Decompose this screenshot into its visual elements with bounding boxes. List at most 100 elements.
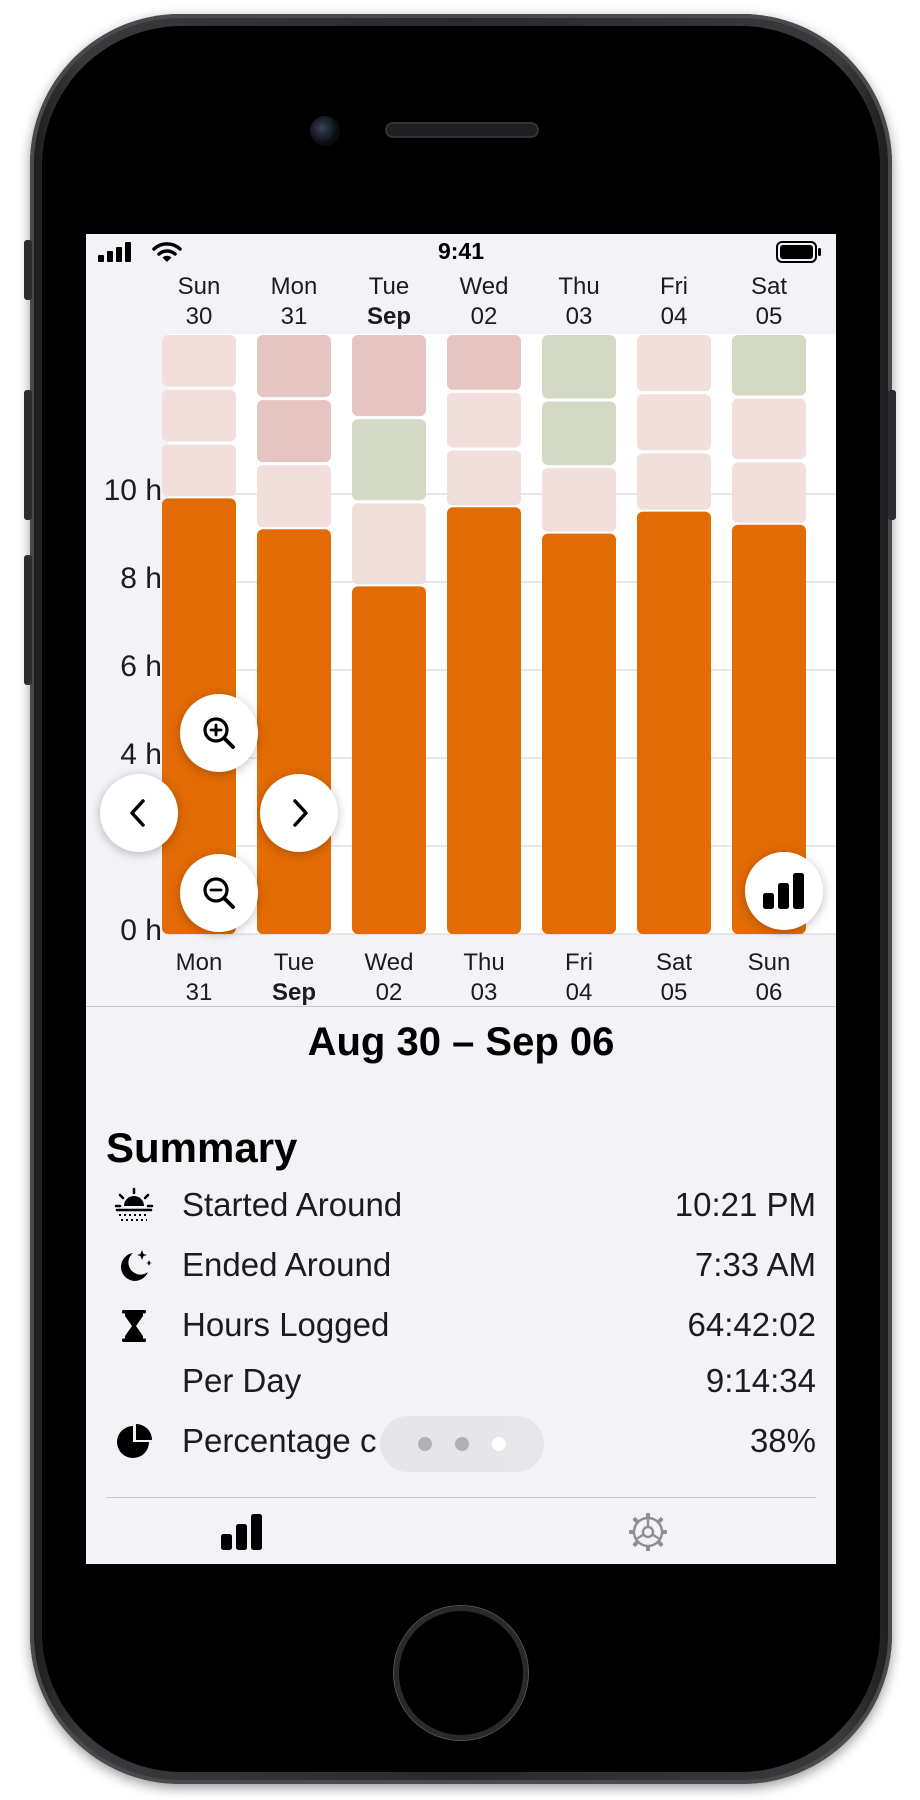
previous-week-button[interactable]	[100, 774, 178, 852]
weekday-name: Sun	[177, 273, 221, 300]
awake-segment	[732, 398, 806, 460]
earpiece-speaker	[385, 122, 539, 138]
bottom-day-label: Wed 02	[344, 948, 434, 1008]
y-tick-label: 4 h	[120, 738, 162, 771]
tab-settings[interactable]	[618, 1508, 678, 1556]
top-day-label: Wed 02	[439, 272, 529, 332]
awake-segment	[732, 462, 806, 523]
y-tick-label: 8 h	[120, 562, 162, 595]
weekday-name: Mon	[270, 273, 318, 300]
weekday-name: Thu	[463, 949, 505, 976]
power-button	[888, 390, 896, 520]
weekday-name: Thu	[558, 273, 600, 300]
zoom-out-button[interactable]	[180, 854, 258, 932]
awake-segment	[542, 335, 616, 399]
page-dot[interactable]	[418, 1437, 432, 1451]
bar-chart-icon	[221, 1514, 262, 1550]
day-number: 02	[375, 979, 403, 1006]
summary-label: Ended Around	[182, 1246, 392, 1283]
bar-chart-icon	[763, 873, 804, 909]
page-dot[interactable]	[455, 1437, 469, 1451]
y-tick-label: 10 h	[103, 474, 162, 507]
weekday-name: Tue	[273, 949, 315, 976]
awake-segment	[352, 419, 426, 501]
summary-label: Per Day	[182, 1362, 302, 1399]
weekday-name: Tue	[368, 273, 410, 300]
bottom-day-label: Mon 31	[154, 948, 244, 1008]
sleep-bar[interactable]	[257, 529, 331, 934]
pie-chart-icon	[117, 1424, 152, 1458]
summary-title: Summary	[106, 1124, 298, 1171]
summary-value: 9:14:34	[705, 1362, 816, 1399]
summary-row-started: Started Around 10:21 PM	[86, 1182, 836, 1230]
top-day-label: Sat 05	[724, 272, 814, 332]
weekday-name: Fri	[565, 949, 593, 976]
day-number: 04	[660, 303, 688, 330]
awake-segment	[637, 453, 711, 510]
day-number: 03	[565, 303, 593, 330]
tab-bar	[86, 1498, 836, 1564]
page-indicator[interactable]	[380, 1416, 544, 1472]
tabbar-divider	[106, 1497, 816, 1498]
tab-statistics[interactable]	[212, 1508, 272, 1556]
sleep-bar[interactable]	[637, 511, 711, 934]
awake-segment	[352, 335, 426, 417]
awake-segment	[257, 400, 331, 463]
sleep-bar[interactable]	[447, 507, 521, 934]
summary-row-percentage: Percentage c 38%	[86, 1418, 836, 1466]
front-camera	[310, 116, 340, 146]
screen: 9:41 Sun 30 Mon 31 Tue Sep Wed 02 Thu 03 Fri 04 Sat 0…	[86, 234, 836, 1564]
awake-segment	[162, 444, 236, 497]
page-dot-active[interactable]	[492, 1437, 506, 1451]
chart-mode-button[interactable]	[745, 852, 823, 930]
awake-segment	[732, 335, 806, 396]
bottom-day-label: Sat 05	[629, 948, 719, 1008]
awake-segment	[447, 392, 521, 448]
next-week-button[interactable]	[260, 774, 338, 852]
y-tick-label: 6 h	[120, 650, 162, 683]
sleep-bar[interactable]	[732, 524, 806, 934]
bottom-day-label: Sun 06	[724, 948, 814, 1008]
weekday-name: Fri	[660, 273, 688, 300]
day-number: Sep	[366, 303, 411, 330]
chart-divider	[86, 1006, 836, 1007]
status-bar: 9:41	[86, 234, 836, 270]
summary-label: Hours Logged	[182, 1306, 390, 1343]
status-time: 9:41	[437, 238, 485, 264]
sleep-chart-svg	[162, 334, 836, 935]
awake-segment	[257, 335, 331, 398]
zoom-in-icon	[203, 717, 235, 749]
top-day-label: Sun 30	[154, 272, 244, 332]
sleep-bar[interactable]	[542, 533, 616, 934]
volume-up-button	[24, 390, 32, 520]
zoom-in-button[interactable]	[180, 694, 258, 772]
summary-label: Started Around	[182, 1186, 403, 1223]
day-number: 04	[565, 979, 593, 1006]
summary-value: 64:42:02	[687, 1306, 816, 1343]
weekday-name: Sat	[750, 273, 788, 300]
top-day-label: Fri 04	[629, 272, 719, 332]
day-number: 31	[185, 979, 213, 1006]
day-number: 03	[470, 979, 498, 1006]
battery-icon	[776, 241, 821, 263]
day-number: 31	[280, 303, 308, 330]
volume-down-button	[24, 555, 32, 685]
y-tick-label: 0 h	[120, 914, 162, 947]
awake-segment	[447, 450, 521, 506]
awake-segment	[447, 335, 521, 390]
summary-value: 7:33 AM	[694, 1246, 816, 1283]
summary-value: 38%	[749, 1422, 816, 1459]
home-button[interactable]	[394, 1606, 528, 1740]
day-number: 05	[755, 303, 783, 330]
sleep-chart[interactable]: 10 h 8 h 6 h 4 h 0 h	[86, 334, 836, 948]
top-day-label: Thu 03	[534, 272, 624, 332]
awake-segment	[352, 503, 426, 585]
chevron-left-icon	[130, 799, 145, 827]
summary-row-per-day: Per Day 9:14:34	[86, 1358, 836, 1406]
wifi-icon	[152, 242, 182, 262]
sleep-bar[interactable]	[352, 586, 426, 934]
cellular-signal-icon	[98, 242, 131, 262]
weekday-name: Sat	[655, 949, 693, 976]
mute-switch	[24, 240, 32, 300]
day-number: 02	[470, 303, 498, 330]
